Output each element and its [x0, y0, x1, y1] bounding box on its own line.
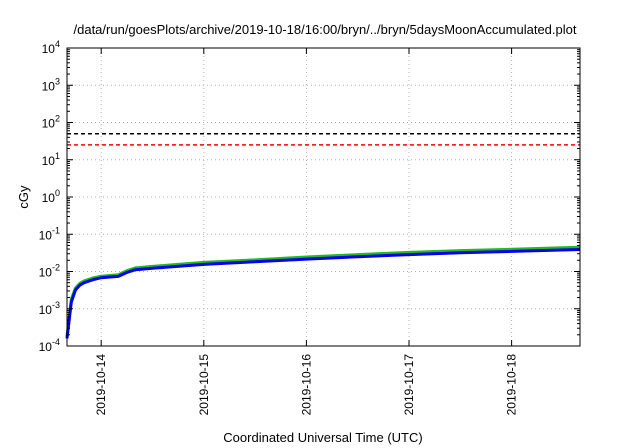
y-tick-label-base: 10 — [42, 191, 56, 205]
grid-lines — [67, 48, 580, 346]
y-tick-label: 10-3 — [39, 300, 60, 317]
x-axis-label: Coordinated Universal Time (UTC) — [223, 430, 422, 445]
y-tick-label: 10-1 — [39, 225, 60, 242]
x-tick-label: 2019-10-17 — [402, 354, 416, 416]
y-tick-label-exponent: 0 — [55, 188, 60, 198]
y-tick-label: 101 — [42, 151, 60, 168]
y-axis-label: cGy — [16, 185, 31, 209]
y-tick-label-base: 10 — [39, 303, 53, 317]
x-tick-label: 2019-10-16 — [299, 354, 313, 416]
y-tick-label: 102 — [42, 114, 60, 131]
y-tick-label-exponent: 3 — [55, 76, 60, 86]
y-tick-label-base: 10 — [42, 117, 56, 131]
chart-title: /data/run/goesPlots/archive/2019-10-18/1… — [74, 22, 577, 37]
x-tick-label: 2019-10-14 — [94, 354, 108, 416]
y-tick-label-base: 10 — [39, 228, 53, 242]
y-tick-label: 10-4 — [39, 337, 60, 354]
y-tick-label-base: 10 — [39, 266, 53, 280]
y-tick-label-exponent: -1 — [52, 225, 60, 235]
y-tick-label: 104 — [42, 39, 60, 56]
series-line-2 — [65, 248, 581, 339]
y-tick-label-exponent: 2 — [55, 114, 60, 124]
reference-lines — [67, 132, 580, 146]
x-axis: 2019-10-14 2019-10-15 2019-10-16 2019-10-17… — [94, 48, 519, 416]
y-tick-label-exponent: -3 — [52, 300, 60, 310]
y-tick-label: 103 — [42, 76, 60, 93]
series-line-1 — [65, 245, 581, 337]
y-tick-label-base: 10 — [39, 340, 53, 354]
x-tick-label: 2019-10-18 — [505, 354, 519, 416]
y-tick-label-base: 10 — [42, 79, 56, 93]
y-tick-label: 10-2 — [39, 263, 60, 280]
y-tick-label-base: 10 — [42, 154, 56, 168]
y-tick-label-exponent: -4 — [52, 337, 60, 347]
y-tick-label-exponent: -2 — [52, 263, 60, 273]
y-tick-label: 100 — [42, 188, 60, 205]
series-lines — [65, 245, 581, 339]
y-tick-label-exponent: 4 — [55, 39, 60, 49]
y-tick-label-exponent: 1 — [55, 151, 60, 161]
x-tick-label: 2019-10-15 — [197, 354, 211, 416]
y-tick-label-base: 10 — [42, 42, 56, 56]
